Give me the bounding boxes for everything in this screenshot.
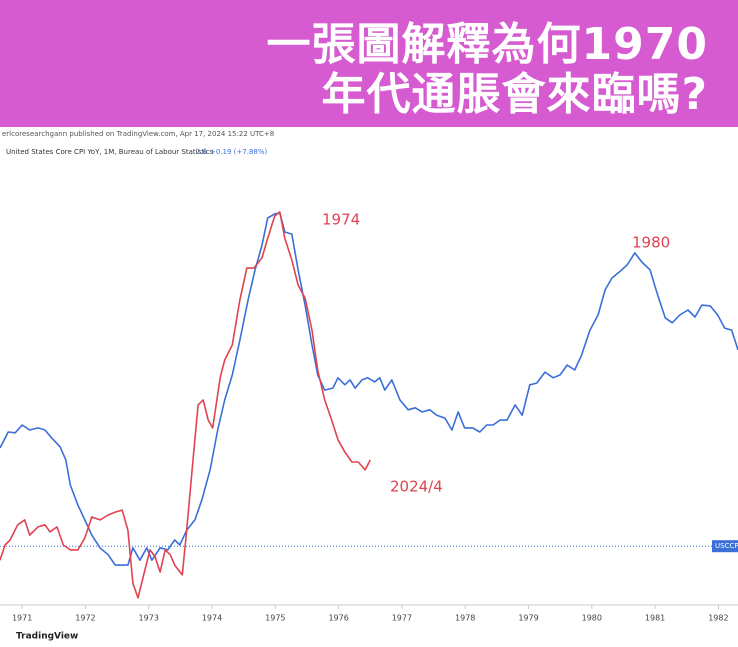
x-tick-label: 1982: [708, 614, 728, 623]
x-tick-label: 1971: [12, 614, 32, 623]
chart: erlcoresearchgann published on TradingVi…: [0, 130, 738, 642]
x-tick-label: 1981: [645, 614, 665, 623]
reference-label-bg: [712, 540, 738, 553]
annotation: 1980: [632, 234, 670, 252]
series-line: [0, 211, 372, 599]
annotation: 1974: [322, 211, 360, 229]
series-line: [0, 212, 738, 566]
banner: 一張圖解釋為何1970 年代通脹會來臨嗎?: [0, 0, 738, 127]
legend-entry: United States Core CPI YoY, 1M, Bureau o…: [6, 148, 214, 156]
x-tick-label: 1974: [202, 614, 222, 623]
annotation: 2024/4: [390, 478, 443, 496]
x-tick-label: 1976: [328, 614, 348, 623]
legend-change: +0.19 (+7.88%): [210, 148, 268, 156]
banner-line: 年代通脹會來臨嗎?: [321, 69, 708, 120]
x-tick-label: 1975: [265, 614, 285, 623]
x-tick-label: 1973: [139, 614, 159, 623]
x-tick-label: 1980: [582, 614, 602, 623]
banner-line: 一張圖解釋為何1970: [266, 19, 708, 70]
publisher: erlcoresearchgann published on TradingVi…: [2, 130, 274, 138]
x-tick-label: 1979: [518, 614, 538, 623]
legend-value: 2.6: [196, 148, 208, 156]
x-tick-label: 1978: [455, 614, 475, 623]
x-tick-label: 1972: [75, 614, 95, 623]
x-tick-label: 1977: [392, 614, 412, 623]
reference-label: USCCP: [715, 542, 738, 550]
footer: TradingView: [16, 632, 78, 642]
